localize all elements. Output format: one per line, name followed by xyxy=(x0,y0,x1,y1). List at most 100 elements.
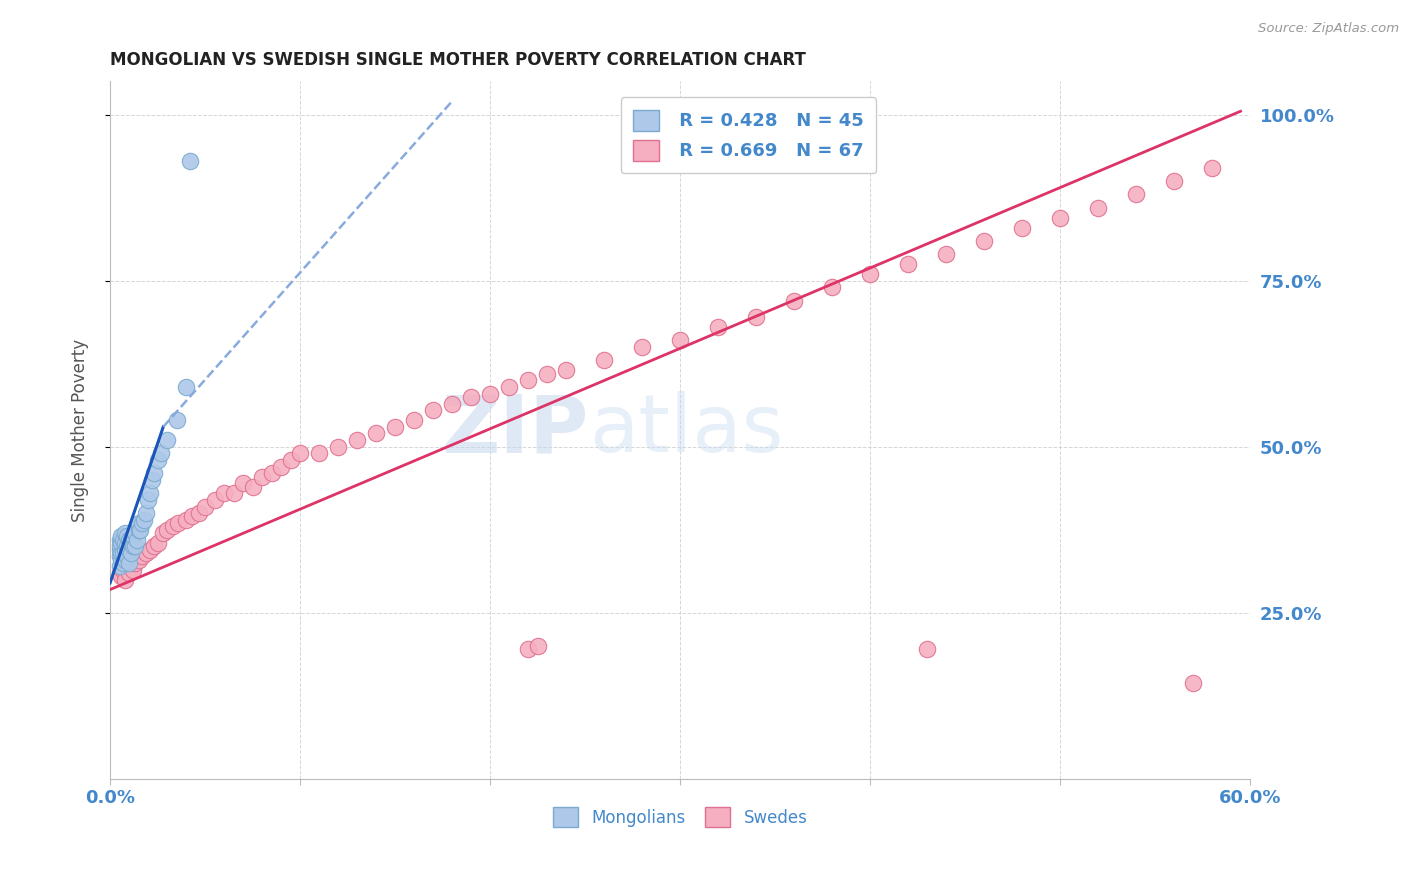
Point xyxy=(118,566,141,580)
Point xyxy=(141,473,163,487)
Point xyxy=(859,267,882,281)
Point xyxy=(517,373,540,387)
Point xyxy=(174,380,197,394)
Point xyxy=(118,556,141,570)
Point xyxy=(1049,211,1071,225)
Point xyxy=(1163,174,1185,188)
Point xyxy=(250,469,273,483)
Point xyxy=(973,234,995,248)
Point xyxy=(326,440,349,454)
Point xyxy=(129,523,152,537)
Point xyxy=(124,540,146,554)
Point xyxy=(110,529,132,543)
Point xyxy=(136,492,159,507)
Point xyxy=(142,467,165,481)
Point xyxy=(128,552,150,566)
Point xyxy=(669,334,692,348)
Point xyxy=(242,480,264,494)
Point xyxy=(280,453,302,467)
Point xyxy=(122,540,145,554)
Point xyxy=(270,459,292,474)
Point xyxy=(131,516,153,530)
Point xyxy=(135,546,157,560)
Point xyxy=(131,549,153,564)
Point xyxy=(179,154,201,169)
Point xyxy=(915,642,938,657)
Point xyxy=(188,506,211,520)
Point xyxy=(1125,187,1147,202)
Point xyxy=(783,293,806,308)
Point xyxy=(110,569,132,583)
Point xyxy=(124,526,146,541)
Point xyxy=(120,533,142,547)
Point xyxy=(222,486,245,500)
Point xyxy=(194,500,217,514)
Legend: Mongolians, Swedes: Mongolians, Swedes xyxy=(546,801,814,833)
Point xyxy=(402,413,425,427)
Point xyxy=(125,533,148,547)
Point xyxy=(108,559,131,574)
Point xyxy=(593,353,616,368)
Point xyxy=(122,563,145,577)
Point xyxy=(156,433,179,447)
Point xyxy=(460,390,482,404)
Point xyxy=(146,453,169,467)
Point xyxy=(517,642,540,657)
Point xyxy=(152,526,174,541)
Point xyxy=(146,536,169,550)
Point xyxy=(114,536,136,550)
Point xyxy=(124,556,146,570)
Point xyxy=(526,639,548,653)
Point xyxy=(1087,201,1109,215)
Point xyxy=(112,563,135,577)
Point xyxy=(112,556,135,570)
Text: atlas: atlas xyxy=(589,391,783,469)
Point xyxy=(536,367,558,381)
Point xyxy=(128,516,150,530)
Point xyxy=(114,542,136,557)
Text: Source: ZipAtlas.com: Source: ZipAtlas.com xyxy=(1258,22,1399,36)
Point xyxy=(118,542,141,557)
Point xyxy=(122,529,145,543)
Point xyxy=(422,403,444,417)
Point xyxy=(1201,161,1223,175)
Point xyxy=(204,492,226,507)
Point xyxy=(555,363,578,377)
Point xyxy=(631,340,654,354)
Point xyxy=(108,540,131,554)
Y-axis label: Single Mother Poverty: Single Mother Poverty xyxy=(72,339,89,522)
Point xyxy=(110,536,132,550)
Point xyxy=(118,533,141,547)
Point xyxy=(384,419,406,434)
Point xyxy=(112,546,135,560)
Point xyxy=(441,396,464,410)
Point xyxy=(114,552,136,566)
Point xyxy=(1182,675,1205,690)
Point xyxy=(112,533,135,547)
Point xyxy=(212,486,235,500)
Point xyxy=(134,513,156,527)
Point xyxy=(180,509,202,524)
Point xyxy=(108,566,131,580)
Point xyxy=(115,540,138,554)
Point xyxy=(108,533,131,547)
Point xyxy=(174,513,197,527)
Point xyxy=(139,486,162,500)
Point xyxy=(120,546,142,560)
Point xyxy=(135,506,157,520)
Point xyxy=(166,413,188,427)
Point xyxy=(821,280,844,294)
Point xyxy=(142,540,165,554)
Point xyxy=(108,542,131,557)
Point xyxy=(346,433,368,447)
Point xyxy=(232,476,254,491)
Point xyxy=(114,573,136,587)
Text: ZIP: ZIP xyxy=(441,391,589,469)
Point xyxy=(115,559,138,574)
Point xyxy=(167,516,190,530)
Point xyxy=(479,386,502,401)
Point xyxy=(260,467,283,481)
Point xyxy=(1011,220,1033,235)
Point xyxy=(498,380,520,394)
Text: MONGOLIAN VS SWEDISH SINGLE MOTHER POVERTY CORRELATION CHART: MONGOLIAN VS SWEDISH SINGLE MOTHER POVER… xyxy=(110,51,806,69)
